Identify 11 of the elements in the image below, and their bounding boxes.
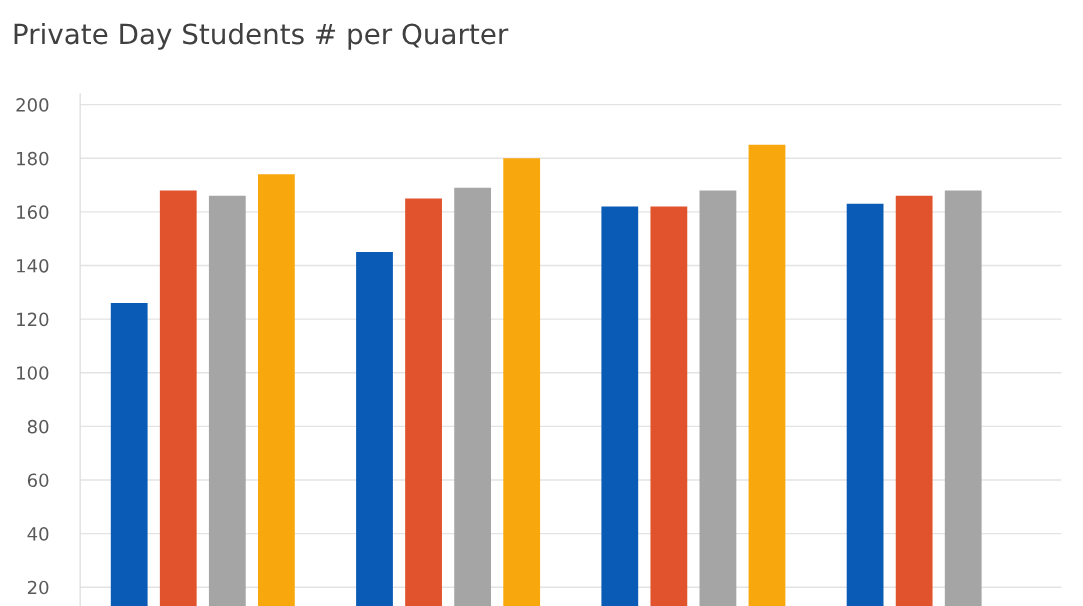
y-tick-label: 160 — [17, 205, 49, 220]
y-tick-label: 180 — [17, 151, 49, 166]
y-tick-label: 120 — [17, 312, 49, 327]
y-tick-label: 20 — [27, 580, 49, 595]
y-tick-label: 100 — [17, 366, 49, 380]
y-tick-label: 140 — [17, 258, 49, 273]
y-tick-label: 40 — [27, 527, 49, 541]
y-tick-label: 200 — [16, 98, 49, 112]
chart-title: Private Day Students # per Quarter — [14, 22, 509, 50]
y-tick-label: 80 — [27, 419, 49, 434]
y-tick-label: 60 — [27, 473, 49, 488]
